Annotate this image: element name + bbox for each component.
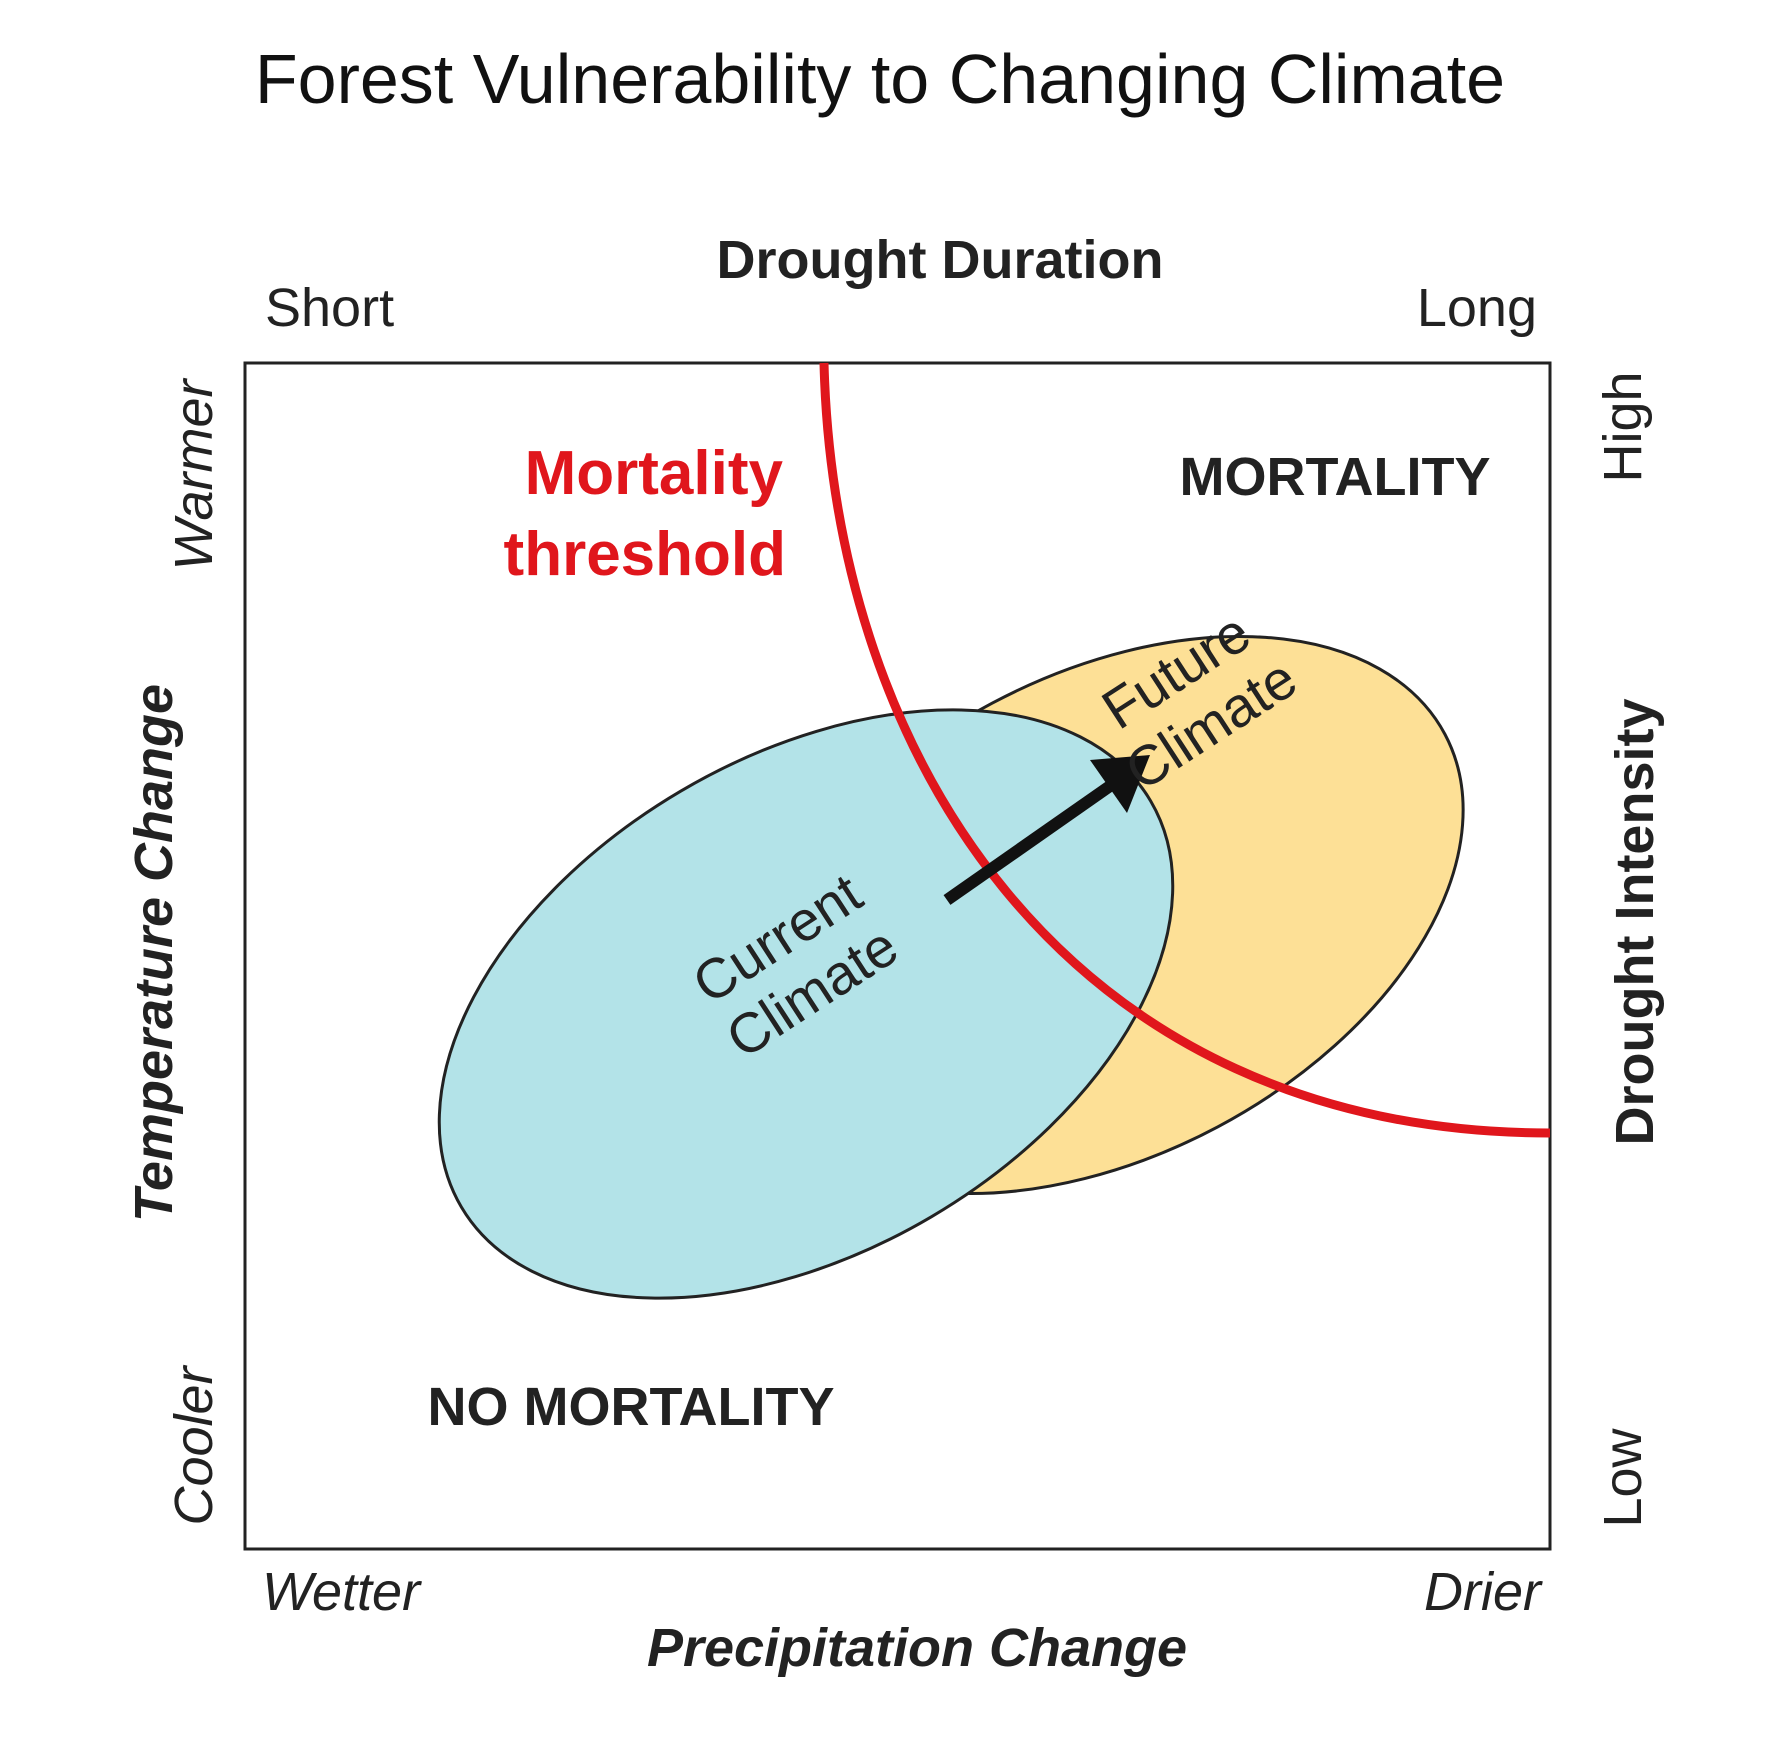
left-axis-label: Temperature Change xyxy=(124,684,184,1222)
plot-frame xyxy=(243,361,1552,1551)
page-title: Forest Vulnerability to Changing Climate xyxy=(255,40,1505,118)
left-axis-bottom-tick: Cooler xyxy=(164,1364,224,1525)
bottom-axis-right-tick: Drier xyxy=(1424,1562,1543,1622)
threshold-label-line1: Mortality xyxy=(525,439,784,508)
left-axis-top-tick: Warmer xyxy=(164,377,224,570)
bottom-axis-label: Precipitation Change xyxy=(647,1618,1187,1678)
mortality-threshold-curve xyxy=(819,362,1551,1138)
top-axis-right-tick: Long xyxy=(1417,278,1537,338)
bottom-axis-left-tick: Wetter xyxy=(262,1562,422,1622)
right-axis-bottom-tick: Low xyxy=(1593,1427,1653,1527)
top-axis-label: Drought Duration xyxy=(717,230,1164,290)
current-climate-ellipse xyxy=(437,708,1175,1300)
mortality-region-label: MORTALITY xyxy=(1180,447,1491,507)
no-mortality-region-label: NO MORTALITY xyxy=(428,1377,835,1437)
arrow-icon xyxy=(943,755,1150,905)
right-axis-top-tick: High xyxy=(1593,371,1653,482)
top-axis-left-tick: Short xyxy=(265,278,394,338)
right-axis-label: Drought Intensity xyxy=(1605,699,1665,1146)
threshold-label-line2: threshold xyxy=(504,520,786,589)
